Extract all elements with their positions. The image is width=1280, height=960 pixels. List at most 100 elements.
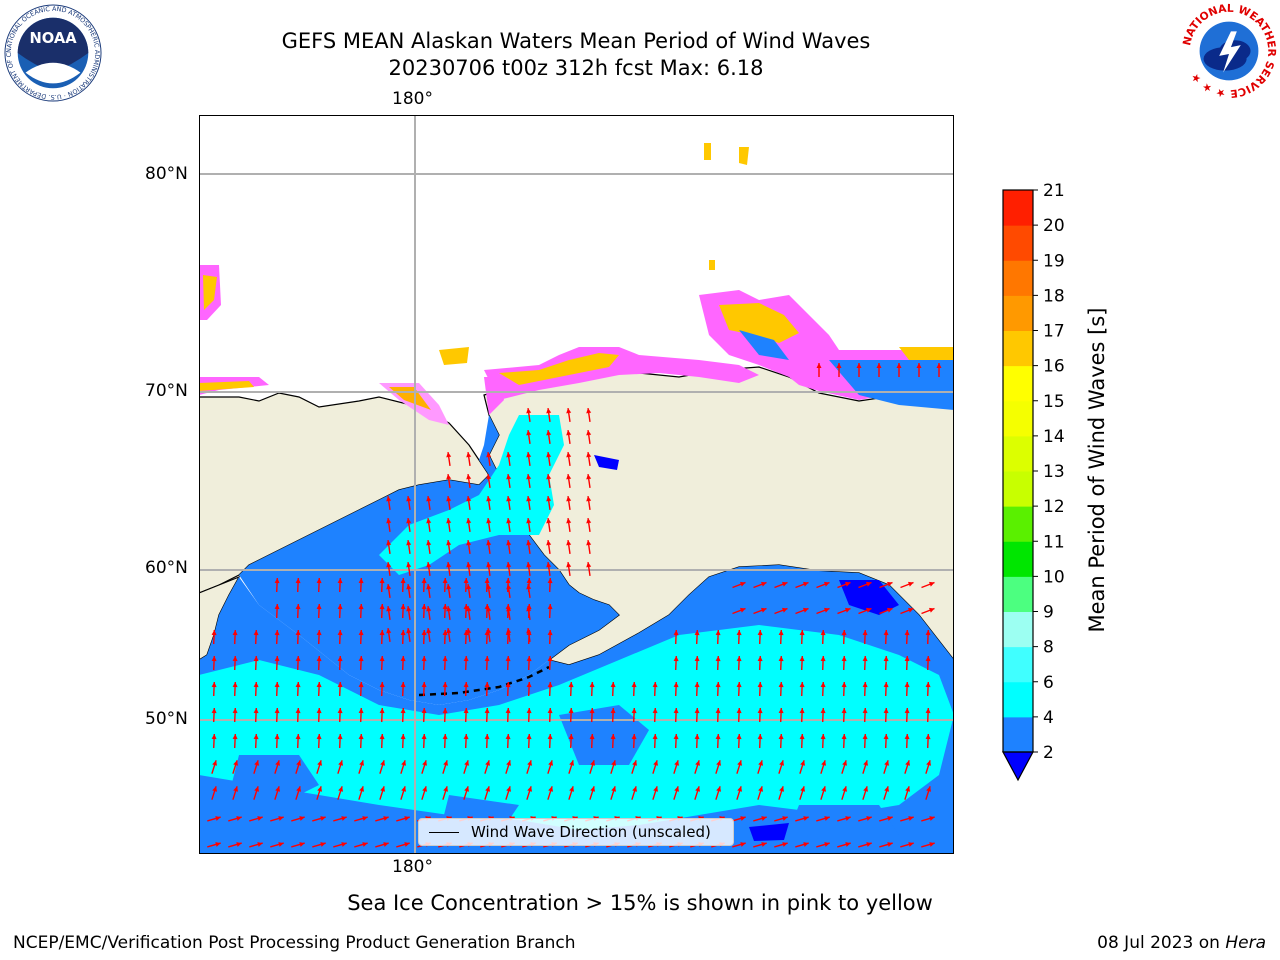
wind-wave-arrowhead: [586, 496, 592, 502]
wind-wave-arrowhead: [236, 816, 242, 821]
latitude-label-70: 70°N: [145, 381, 188, 401]
wind-wave-arrowhead: [926, 786, 931, 792]
wind-wave-arrowhead: [442, 604, 448, 610]
wind-wave-arrowhead: [358, 604, 364, 610]
wind-wave-arrowhead: [295, 604, 301, 610]
wind-wave-arrowhead: [426, 584, 432, 590]
wind-wave-arrowhead: [779, 786, 784, 792]
wind-wave-arrowhead: [526, 578, 532, 584]
wind-wave-arrowhead: [547, 734, 553, 740]
wind-wave-arrowhead: [506, 760, 511, 766]
wind-wave-arrowhead: [232, 734, 238, 740]
wind-wave-arrowhead: [736, 630, 742, 636]
wind-wave-arrowhead: [674, 760, 679, 766]
colorbar-segment: [1003, 330, 1033, 367]
wind-wave-arrowhead: [824, 816, 830, 821]
wind-wave-arrowhead: [610, 734, 616, 740]
colorbar-tick-label: 14: [1043, 427, 1065, 447]
wind-wave-arrowhead: [526, 682, 532, 688]
colorbar-segment: [1003, 506, 1033, 542]
colorbar: 2 4 6 8 9 10 11 12 13 14 15 16 17 18 19 20 21: [1001, 181, 1065, 782]
wind-wave-arrowhead: [526, 630, 532, 636]
wind-wave-arrowhead: [632, 760, 637, 766]
wind-wave-arrowhead: [505, 604, 511, 610]
wind-wave-arrowhead: [548, 760, 553, 766]
wind-wave-arrowhead: [526, 408, 532, 414]
wind-wave-arrowhead: [586, 540, 592, 546]
wind-wave-arrowhead: [673, 630, 679, 636]
colorbar-label: Mean Period of Wind Waves [s]: [1085, 307, 1109, 633]
wind-wave-arrowhead: [896, 363, 902, 368]
wind-wave-arrowhead: [905, 786, 910, 792]
colorbar-tick-label: 2: [1043, 743, 1054, 763]
wind-wave-arrowhead: [337, 734, 343, 740]
colorbar-tick-label: 11: [1043, 532, 1065, 552]
colorbar-segment: [1003, 576, 1033, 612]
wind-wave-arrowhead: [716, 786, 721, 792]
wind-wave-arrowhead: [296, 786, 301, 792]
wind-wave-arrowhead: [383, 816, 389, 821]
noaa-logo-text: NOAA: [29, 30, 77, 47]
wind-wave-arrowhead: [866, 842, 872, 847]
wind-wave-arrowhead: [254, 786, 259, 792]
wind-wave-arrowhead: [299, 816, 305, 821]
wind-wave-arrowhead: [526, 540, 532, 546]
wind-wave-arrowhead: [925, 656, 931, 662]
wind-wave-arrowhead: [841, 708, 847, 714]
wind-wave-arrowhead: [341, 816, 347, 821]
wind-wave-arrowhead: [316, 708, 322, 714]
wind-wave-arrowhead: [736, 708, 742, 714]
wind-wave-arrowhead: [406, 628, 412, 634]
wind-wave-arrowhead: [232, 682, 238, 688]
wind-wave-arrowhead: [362, 816, 368, 821]
wind-wave-arrowhead: [758, 786, 763, 792]
wind-wave-arrowhead: [211, 656, 217, 662]
wind-wave-arrowhead: [317, 760, 322, 766]
wind-wave-arrowhead: [295, 682, 301, 688]
colorbar-segment: [1003, 365, 1033, 402]
wind-wave-arrowhead: [761, 607, 767, 613]
wind-wave-arrowhead: [442, 682, 448, 688]
wind-wave-arrowhead: [610, 682, 616, 688]
wind-wave-arrowhead: [446, 452, 452, 458]
wind-wave-arrowhead: [486, 518, 492, 524]
wind-wave-arrowhead: [887, 607, 893, 613]
wind-wave-arrowhead: [782, 581, 788, 587]
wind-wave-arrowhead: [486, 496, 492, 502]
wind-wave-arrowhead: [404, 842, 410, 847]
wind-wave-arrowhead: [821, 760, 826, 766]
wind-wave-arrowhead: [590, 760, 595, 766]
wind-wave-arrowhead: [253, 708, 259, 714]
colorbar-segment: [1003, 225, 1033, 261]
colorbar-tick-label: 8: [1043, 638, 1054, 658]
wind-wave-arrowhead: [566, 540, 572, 546]
wind-wave-arrowhead: [274, 630, 280, 636]
wind-wave-arrowhead: [757, 708, 763, 714]
wind-wave-arrowhead: [274, 682, 280, 688]
wind-wave-arrowhead: [566, 452, 572, 458]
wind-wave-arrowhead: [400, 578, 406, 584]
wind-wave-arrowhead: [400, 604, 406, 610]
wind-wave-arrowhead: [866, 816, 872, 821]
wind-wave-arrowhead: [547, 708, 553, 714]
wind-wave-arrowhead: [694, 682, 700, 688]
wind-wave-arrowhead: [257, 842, 263, 847]
footer-date: 08 Jul 2023 on Hera: [1097, 933, 1266, 953]
wind-wave-arrowhead: [337, 604, 343, 610]
wind-wave-arrowhead: [866, 581, 872, 587]
wind-wave-arrowhead: [925, 734, 931, 740]
wind-wave-arrowhead: [586, 408, 592, 414]
wind-wave-arrowhead: [466, 496, 472, 502]
wind-wave-arrowhead: [925, 630, 931, 636]
wind-wave-arrowhead: [929, 607, 935, 613]
wind-wave-arrowhead: [527, 786, 532, 792]
legend-label: Wind Wave Direction (unscaled): [471, 823, 711, 841]
map-legend: Wind Wave Direction (unscaled): [418, 818, 734, 846]
wind-wave-arrowhead: [379, 734, 385, 740]
wind-wave-arrowhead: [379, 578, 385, 584]
wind-wave-arrowhead: [316, 604, 322, 610]
wind-wave-arrowhead: [233, 760, 238, 766]
wind-wave-arrowhead: [652, 734, 658, 740]
wind-wave-arrowhead: [799, 734, 805, 740]
colorbar-tick-label: 13: [1043, 462, 1065, 482]
